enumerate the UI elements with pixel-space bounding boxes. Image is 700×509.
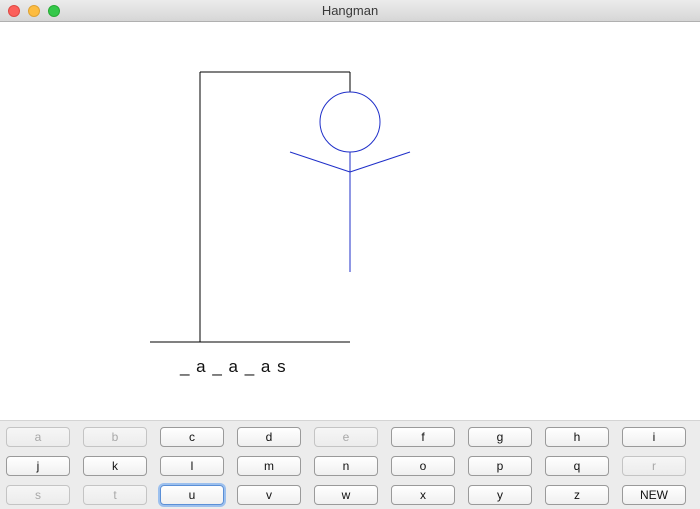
figure-head: [319, 91, 381, 153]
letter-button-y[interactable]: y: [468, 485, 532, 505]
letter-button-e[interactable]: e: [314, 427, 378, 447]
new-game-button[interactable]: NEW: [622, 485, 686, 505]
minimize-window-button[interactable]: [28, 5, 40, 17]
figure-left-arm: [289, 151, 351, 173]
letter-button-p[interactable]: p: [468, 456, 532, 476]
letter-button-h[interactable]: h: [545, 427, 609, 447]
letter-button-d[interactable]: d: [237, 427, 301, 447]
letter-button-c[interactable]: c: [160, 427, 224, 447]
letter-button-u[interactable]: u: [160, 485, 224, 505]
letter-button-r[interactable]: r: [622, 456, 686, 476]
game-canvas: _ a _ a _ a s: [0, 22, 700, 420]
letter-button-i[interactable]: i: [622, 427, 686, 447]
letter-button-o[interactable]: o: [391, 456, 455, 476]
letter-button-z[interactable]: z: [545, 485, 609, 505]
letter-button-n[interactable]: n: [314, 456, 378, 476]
window-title: Hangman: [321, 3, 379, 18]
stick-figure: [289, 91, 411, 272]
hangman-drawing: [150, 71, 411, 343]
letter-button-s[interactable]: s: [6, 485, 70, 505]
letter-button-f[interactable]: f: [391, 427, 455, 447]
letter-button-x[interactable]: x: [391, 485, 455, 505]
close-window-button[interactable]: [8, 5, 20, 17]
figure-right-arm: [349, 151, 411, 173]
letter-button-j[interactable]: j: [6, 456, 70, 476]
letter-button-t[interactable]: t: [83, 485, 147, 505]
letter-button-v[interactable]: v: [237, 485, 301, 505]
letter-button-b[interactable]: b: [83, 427, 147, 447]
letter-button-q[interactable]: q: [545, 456, 609, 476]
title-bar: Hangman: [0, 0, 700, 22]
letter-button-g[interactable]: g: [468, 427, 532, 447]
letter-button-m[interactable]: m: [237, 456, 301, 476]
letter-keyboard: a b c d e f g h i j k l m n o p q r s t u v w x y z NEW: [0, 420, 700, 509]
gallows: [150, 71, 351, 343]
zoom-window-button[interactable]: [48, 5, 60, 17]
word-display: _ a _ a _ a s: [180, 357, 287, 376]
letter-button-k[interactable]: k: [83, 456, 147, 476]
letter-button-w[interactable]: w: [314, 485, 378, 505]
letter-button-l[interactable]: l: [160, 456, 224, 476]
letter-button-a[interactable]: a: [6, 427, 70, 447]
